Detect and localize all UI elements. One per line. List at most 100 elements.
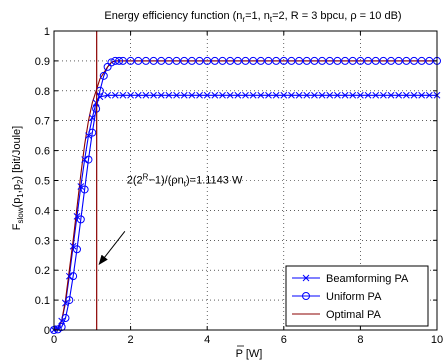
data-point-x-marker: [69, 242, 77, 250]
data-point-circle-marker: [233, 56, 242, 65]
data-point-x-marker: [242, 91, 249, 99]
data-point-x-marker: [326, 91, 334, 99]
data-point-x-marker: [165, 91, 173, 99]
legend-label-optimal: Optimal PA: [326, 309, 381, 321]
x-axis-label: P [W]: [236, 348, 263, 360]
data-point-x-marker: [425, 91, 433, 99]
data-point-x-marker: [418, 91, 426, 99]
data-point-x-marker: [387, 91, 395, 99]
data-point-circle-marker: [164, 56, 173, 65]
data-point-x-marker: [196, 91, 203, 99]
data-point-circle-marker: [57, 323, 66, 332]
data-point-circle-marker: [387, 56, 396, 65]
data-point-x-marker: [157, 91, 165, 99]
data-point-x-marker: [288, 91, 295, 99]
data-point-circle-marker: [348, 56, 357, 65]
data-point-circle-marker: [341, 56, 350, 65]
data-point-circle-marker: [287, 56, 296, 65]
data-point-circle-marker: [65, 296, 74, 305]
markers-layer: [50, 56, 441, 334]
data-point-circle-marker: [356, 56, 365, 65]
data-point-x-marker: [395, 91, 403, 99]
x-tick-label: 2: [128, 334, 134, 346]
data-point-circle-marker: [402, 56, 411, 65]
data-point-circle-marker: [272, 56, 281, 65]
data-point-x-marker: [364, 91, 372, 99]
data-point-circle-marker: [149, 56, 158, 65]
data-point-circle-marker: [195, 56, 204, 65]
data-point-x-marker: [334, 91, 341, 99]
y-tick-label: 0.8: [35, 86, 50, 98]
data-point-circle-marker: [410, 56, 419, 65]
data-point-circle-marker: [425, 56, 434, 65]
data-point-x-marker: [180, 91, 188, 99]
data-point-circle-marker: [157, 56, 166, 65]
data-point-x-marker: [188, 91, 196, 99]
data-point-x-marker: [58, 317, 66, 325]
data-point-circle-marker: [226, 56, 235, 65]
data-point-circle-marker: [371, 56, 380, 65]
data-point-x-marker: [96, 93, 104, 101]
axis-ticks: 0 2 4 6 8 10 0 0.1 0.2 0.3 0.4 0.5 0.6 0.7 0.8 0.9 1: [35, 26, 443, 346]
data-point-circle-marker: [249, 56, 258, 65]
y-tick-label: 0.5: [35, 176, 50, 188]
data-point-circle-marker: [76, 215, 85, 224]
legend-marker-uniform-circle: [302, 292, 310, 300]
legend-label-uniform: Uniform PA: [326, 291, 382, 303]
data-point-x-marker: [226, 91, 234, 99]
data-point-x-marker: [249, 91, 257, 99]
data-point-x-marker: [272, 91, 280, 99]
data-point-circle-marker: [107, 58, 116, 67]
data-point-x-marker: [203, 91, 211, 99]
y-tick-label: 0.7: [35, 116, 50, 128]
x-tick-label: 4: [204, 334, 210, 346]
y-axis-label: Fslow(p1,p2) [bit/Joule]: [11, 126, 25, 230]
data-point-circle-marker: [218, 56, 227, 65]
legend: Beamforming PA Uniform PA Optimal PA: [285, 265, 429, 327]
legend-marker-beamforming-x: [302, 274, 310, 282]
data-point-circle-marker: [180, 56, 189, 65]
data-point-x-marker: [104, 91, 111, 99]
data-point-circle-marker: [417, 56, 426, 65]
data-point-circle-marker: [279, 56, 288, 65]
data-point-x-marker: [303, 91, 311, 99]
data-point-x-marker: [111, 91, 119, 99]
data-point-x-marker: [134, 91, 142, 99]
annotation-arrow: [98, 231, 126, 266]
data-point-x-marker: [311, 91, 318, 99]
data-point-circle-marker: [134, 56, 143, 65]
y-tick-label: 0.3: [35, 235, 50, 247]
x-tick-label: 10: [431, 334, 443, 346]
data-point-circle-marker: [172, 56, 181, 65]
data-point-x-marker: [88, 114, 96, 122]
data-point-circle-marker: [256, 56, 265, 65]
data-point-circle-marker: [99, 71, 108, 80]
data-point-x-marker: [357, 91, 364, 99]
data-point-x-marker: [257, 91, 265, 99]
data-point-x-marker: [403, 91, 410, 99]
data-point-x-marker: [318, 91, 326, 99]
data-point-circle-marker: [187, 56, 196, 65]
data-point-x-marker: [280, 91, 288, 99]
y-tick-label: 0.2: [35, 265, 50, 277]
data-point-x-marker: [127, 91, 134, 99]
data-point-x-marker: [219, 91, 226, 99]
data-point-x-marker: [150, 91, 157, 99]
data-point-circle-marker: [126, 56, 135, 65]
legend-label-beamforming: Beamforming PA: [326, 273, 409, 285]
data-point-circle-marker: [72, 245, 81, 254]
data-point-circle-marker: [333, 56, 342, 65]
x-tick-label: 6: [281, 334, 287, 346]
x-tick-label: 8: [357, 334, 363, 346]
y-tick-label: 0.9: [35, 56, 50, 68]
data-point-circle-marker: [84, 155, 93, 164]
y-tick-label: 1: [44, 26, 50, 38]
data-point-circle-marker: [295, 56, 304, 65]
data-point-circle-marker: [141, 56, 150, 65]
data-point-circle-marker: [302, 56, 311, 65]
chart-title: Energy efficiency function (nr=1, nt=2, …: [104, 10, 401, 24]
data-point-x-marker: [349, 91, 357, 99]
data-point-x-marker: [73, 213, 81, 220]
data-point-x-marker: [77, 183, 85, 190]
